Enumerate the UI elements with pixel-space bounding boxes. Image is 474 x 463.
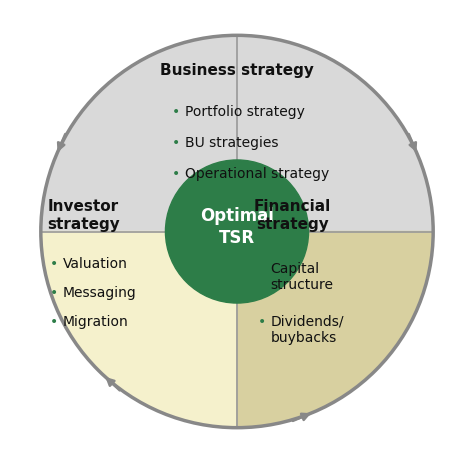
Text: Investor
strategy: Investor strategy xyxy=(48,199,120,232)
Text: Messaging: Messaging xyxy=(63,286,137,300)
Wedge shape xyxy=(41,35,433,232)
Wedge shape xyxy=(41,232,237,428)
Text: •: • xyxy=(50,315,58,329)
Text: •: • xyxy=(173,167,181,181)
Text: •: • xyxy=(50,286,58,300)
Text: Operational strategy: Operational strategy xyxy=(185,167,329,181)
Text: Business strategy: Business strategy xyxy=(160,63,314,78)
Text: Optimal
TSR: Optimal TSR xyxy=(200,207,274,247)
Text: Portfolio strategy: Portfolio strategy xyxy=(185,105,305,119)
Text: BU strategies: BU strategies xyxy=(185,136,279,150)
Text: Valuation: Valuation xyxy=(63,257,128,271)
Text: Migration: Migration xyxy=(63,315,129,329)
Wedge shape xyxy=(237,232,433,428)
Text: Dividends/
buybacks: Dividends/ buybacks xyxy=(271,314,344,345)
Text: •: • xyxy=(258,314,266,329)
Text: Financial
strategy: Financial strategy xyxy=(254,199,331,232)
Circle shape xyxy=(165,160,309,303)
Text: Capital
structure: Capital structure xyxy=(271,262,334,292)
Text: •: • xyxy=(173,136,181,150)
Text: •: • xyxy=(50,257,58,271)
Text: •: • xyxy=(173,105,181,119)
Text: •: • xyxy=(258,262,266,275)
